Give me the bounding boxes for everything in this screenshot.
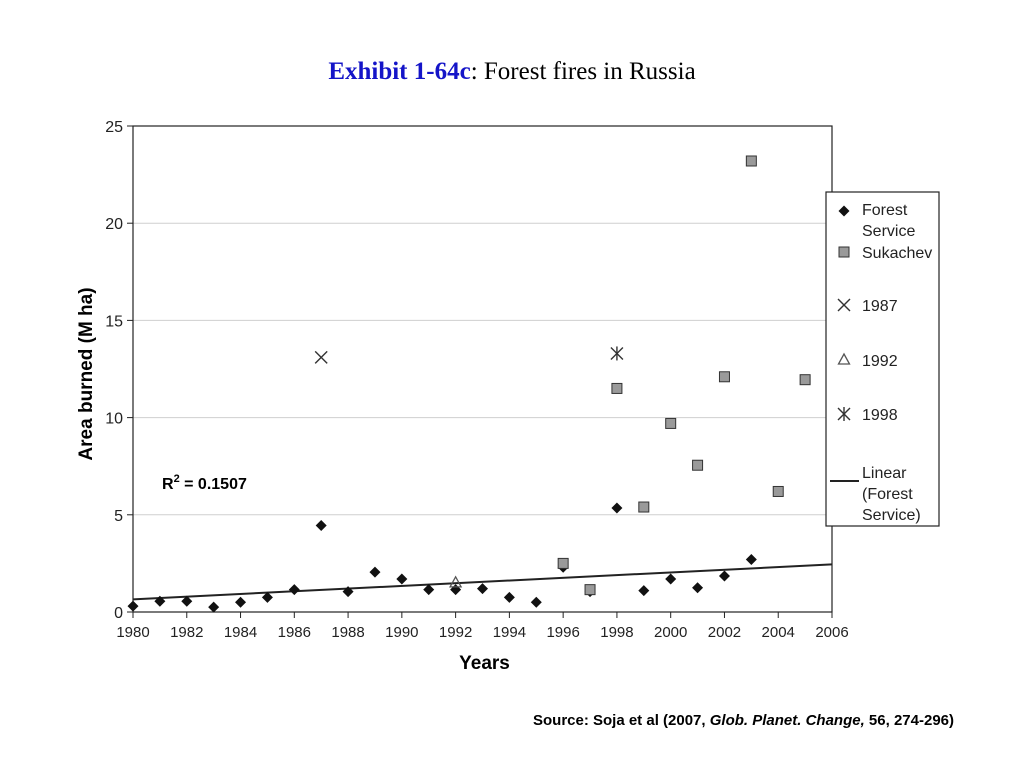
legend-symbol [837, 298, 851, 312]
source-citation: Source: Soja et al (2007, Glob. Planet. … [533, 712, 954, 729]
sukachev-point [745, 155, 757, 167]
forest-service-point [127, 600, 139, 612]
legend-label: Forest [862, 202, 908, 219]
forest-service-point [450, 584, 462, 596]
x-tick-label: 2006 [815, 624, 848, 641]
sukachev-point [692, 459, 704, 471]
legend-symbol [838, 205, 850, 217]
forest-service-point [315, 519, 327, 531]
legend-symbol [837, 407, 851, 421]
forest-service-point [503, 591, 515, 603]
forest-service-point [181, 595, 193, 607]
gridlines [133, 222, 832, 516]
sukachev-point [665, 417, 677, 429]
legend-symbol [837, 352, 851, 365]
forest-service-point [342, 586, 354, 598]
legend-label: Service [862, 223, 915, 240]
x-tick-label: 1992 [439, 624, 472, 641]
x-tick-label: 1986 [278, 624, 311, 641]
x-tick-label: 1988 [331, 624, 364, 641]
forest-service-point [745, 554, 757, 566]
legend-label: 1992 [862, 353, 898, 370]
page-title: Exhibit 1-64c: Forest fires in Russia [0, 58, 1024, 86]
forest-service-point [718, 570, 730, 582]
trend-line [132, 563, 833, 601]
y-tick-label: 25 [105, 119, 123, 136]
x-tick-label: 1982 [170, 624, 203, 641]
forest-service-point [611, 502, 623, 514]
y-axis-label: Area burned (M ha) [76, 287, 97, 460]
sukachev-point [611, 382, 623, 394]
forest-service-point [396, 573, 408, 585]
legend-label: (Forest [862, 486, 913, 503]
sukachev-point [799, 374, 811, 386]
legend-label: 1987 [862, 298, 898, 315]
legend-symbol [838, 246, 850, 258]
trend-line-layer [132, 563, 833, 601]
sukachev-point [638, 501, 650, 513]
plot-area [132, 125, 833, 613]
legend-label: Service) [862, 507, 921, 524]
x-tick-label: 1996 [546, 624, 579, 641]
source-suffix: 56, 274-296) [864, 712, 954, 729]
x-axis-label: Years [459, 653, 510, 674]
sukachev-point [584, 584, 596, 596]
x-axis: 1980 1982 1984 1986 1988 1990 1992 1994 1996 1998… [116, 612, 849, 641]
y-tick-label: 20 [105, 216, 123, 233]
title-exhibit-label: Exhibit 1-64c [328, 58, 471, 85]
x-tick-label: 1998 [600, 624, 633, 641]
x-tick-label: 2002 [708, 624, 741, 641]
x-tick-label: 2004 [762, 624, 795, 641]
x-tick-label: 1990 [385, 624, 418, 641]
forest-service-point [692, 582, 704, 594]
r2-sup: 2 [174, 473, 180, 485]
legend: Forest Service Sukachev 1987 1992 1998 Linear (… [825, 191, 940, 527]
1992-point [449, 575, 463, 588]
y-axis: 0 5 10 15 20 25 [105, 119, 133, 622]
forest-service-point [477, 583, 488, 595]
r2-value: = 0.1507 [180, 476, 247, 493]
1987-point [314, 350, 328, 364]
x-tick-label: 1980 [116, 624, 149, 641]
data-points [127, 155, 811, 613]
forest-service-point [261, 591, 273, 603]
sukachev-point [718, 371, 730, 383]
forest-service-point [665, 573, 677, 585]
x-tick-label: 1984 [224, 624, 257, 641]
x-tick-label: 1994 [493, 624, 526, 641]
forest-service-point [369, 566, 381, 578]
y-tick-label: 5 [114, 508, 123, 525]
sukachev-point [557, 557, 569, 569]
y-tick-label: 0 [114, 605, 123, 622]
forest-service-point [423, 584, 435, 596]
legend-label: 1998 [862, 407, 898, 424]
1998-point [610, 346, 624, 361]
source-journal: Glob. Planet. Change, [709, 712, 865, 729]
r2-prefix: R [162, 476, 174, 493]
x-tick-label: 2000 [654, 624, 687, 641]
forest-service-point [208, 601, 220, 613]
forest-service-point [530, 596, 542, 608]
source-prefix: Source: Soja et al (2007, [532, 712, 710, 729]
legend-label: Sukachev [862, 245, 932, 262]
forest-service-point [638, 585, 650, 597]
forest-service-point [288, 584, 300, 596]
sukachev-point [772, 485, 784, 497]
y-tick-label: 15 [105, 313, 123, 330]
forest-service-point [235, 596, 247, 608]
y-tick-label: 10 [105, 411, 123, 428]
title-text: : Forest fires in Russia [470, 58, 696, 85]
r-squared-annotation: R2 = 0.1507 [162, 473, 247, 493]
legend-label: Linear [862, 465, 907, 482]
forest-service-point [154, 595, 166, 607]
